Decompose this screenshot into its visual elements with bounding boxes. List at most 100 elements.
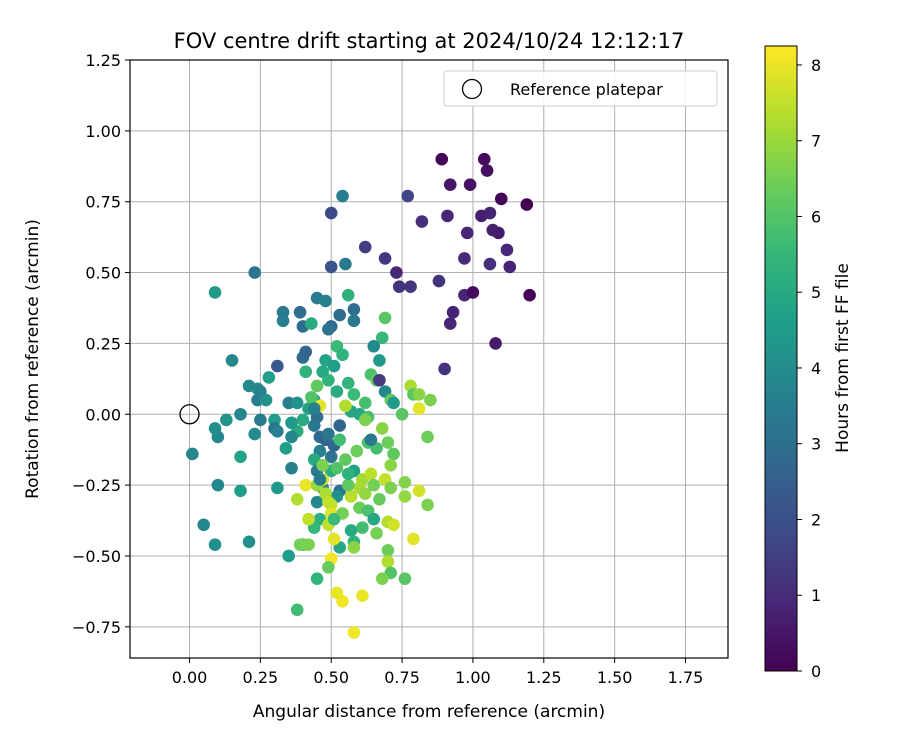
data-point	[234, 484, 247, 498]
colorbar: 0 1 2 3 4 5 6 7 8 Hours from first FF file	[764, 45, 853, 681]
data-point	[305, 390, 318, 404]
colorbar-tick-label: 5	[811, 283, 821, 302]
data-point	[234, 407, 247, 421]
data-point	[305, 317, 318, 330]
data-point	[381, 544, 395, 557]
data-point	[421, 498, 434, 512]
data-point	[307, 402, 321, 415]
data-point	[324, 450, 338, 464]
data-point	[324, 260, 338, 274]
data-point	[381, 436, 395, 449]
data-point	[344, 490, 358, 503]
data-point	[316, 458, 330, 472]
data-point	[375, 572, 389, 585]
colorbar-gradient	[764, 45, 798, 672]
data-point	[435, 152, 449, 166]
data-point	[330, 461, 344, 475]
data-point	[322, 561, 335, 574]
reference-platepar-marker	[179, 404, 200, 425]
legend-entry-reference: Reference platepar	[510, 80, 663, 99]
data-point	[299, 478, 313, 492]
data-point	[327, 532, 341, 546]
data-point	[523, 288, 536, 302]
data-point	[271, 359, 284, 373]
legend: Reference platepar	[443, 70, 718, 107]
grid	[130, 59, 728, 658]
data-point	[443, 178, 457, 192]
data-point	[395, 407, 409, 421]
data-point	[302, 538, 315, 551]
data-point	[322, 373, 335, 387]
data-point	[347, 314, 361, 328]
data-point	[373, 354, 386, 367]
data-point	[322, 427, 335, 441]
data-point	[480, 164, 494, 177]
data-point	[313, 473, 327, 486]
data-point	[432, 274, 446, 288]
data-point	[271, 481, 284, 495]
y-tick-label: 0.25	[85, 334, 121, 353]
x-tick-label: 0.75	[384, 668, 420, 687]
data-point	[271, 424, 284, 438]
data-point	[378, 252, 392, 265]
data-point	[367, 512, 381, 526]
data-point	[347, 388, 361, 401]
data-point	[341, 478, 355, 492]
data-point	[208, 422, 222, 435]
data-point	[390, 266, 403, 279]
data-point	[299, 345, 313, 359]
data-point	[336, 348, 349, 362]
chart-title: FOV centre drift starting at 2024/10/24 …	[174, 29, 685, 53]
data-point	[407, 532, 420, 546]
data-point	[520, 198, 534, 211]
data-point	[412, 484, 426, 498]
data-point	[330, 385, 344, 398]
data-point	[350, 444, 364, 458]
data-point	[367, 339, 381, 353]
data-point	[412, 402, 426, 415]
data-point	[225, 354, 239, 367]
data-point	[242, 535, 256, 549]
data-point	[285, 461, 298, 475]
data-point	[333, 419, 347, 432]
data-point	[441, 209, 454, 223]
data-point	[186, 447, 199, 461]
data-point	[302, 512, 315, 526]
colorbar-tick-label: 6	[811, 207, 821, 226]
x-tick-label: 1.25	[526, 668, 562, 687]
data-point	[324, 206, 338, 220]
data-point	[339, 453, 352, 466]
data-point	[310, 379, 324, 393]
data-point	[344, 524, 358, 537]
data-point	[364, 433, 378, 447]
data-point	[347, 541, 361, 554]
reference-marker-group	[179, 404, 200, 425]
y-tick-label: 0.50	[85, 264, 121, 283]
data-point	[341, 288, 355, 302]
data-point	[248, 427, 262, 441]
legend-box	[443, 70, 718, 107]
data-point	[290, 396, 304, 410]
data-point	[466, 286, 480, 299]
data-point	[446, 305, 460, 319]
data-point	[290, 603, 304, 617]
data-point	[500, 243, 514, 257]
data-point	[319, 294, 332, 308]
legend-reference-marker	[461, 78, 483, 100]
data-point	[341, 376, 355, 390]
colorbar-label: Hours from first FF file	[833, 263, 853, 453]
y-tick-label: 1.25	[85, 51, 121, 70]
data-point	[375, 331, 389, 345]
data-point	[296, 413, 310, 427]
data-point	[211, 478, 225, 492]
data-point	[282, 549, 296, 563]
data-point	[375, 422, 389, 435]
colorbar-tick-label: 7	[811, 132, 821, 151]
data-point	[339, 399, 352, 413]
y-tick-label: −0.25	[72, 476, 121, 495]
x-tick-label: 1.00	[455, 668, 491, 687]
x-axis-ticks: 0.00 0.25 0.50 0.75 1.00 1.25 1.50 1.75	[172, 658, 703, 687]
data-point	[299, 365, 313, 379]
data-point	[322, 322, 335, 336]
